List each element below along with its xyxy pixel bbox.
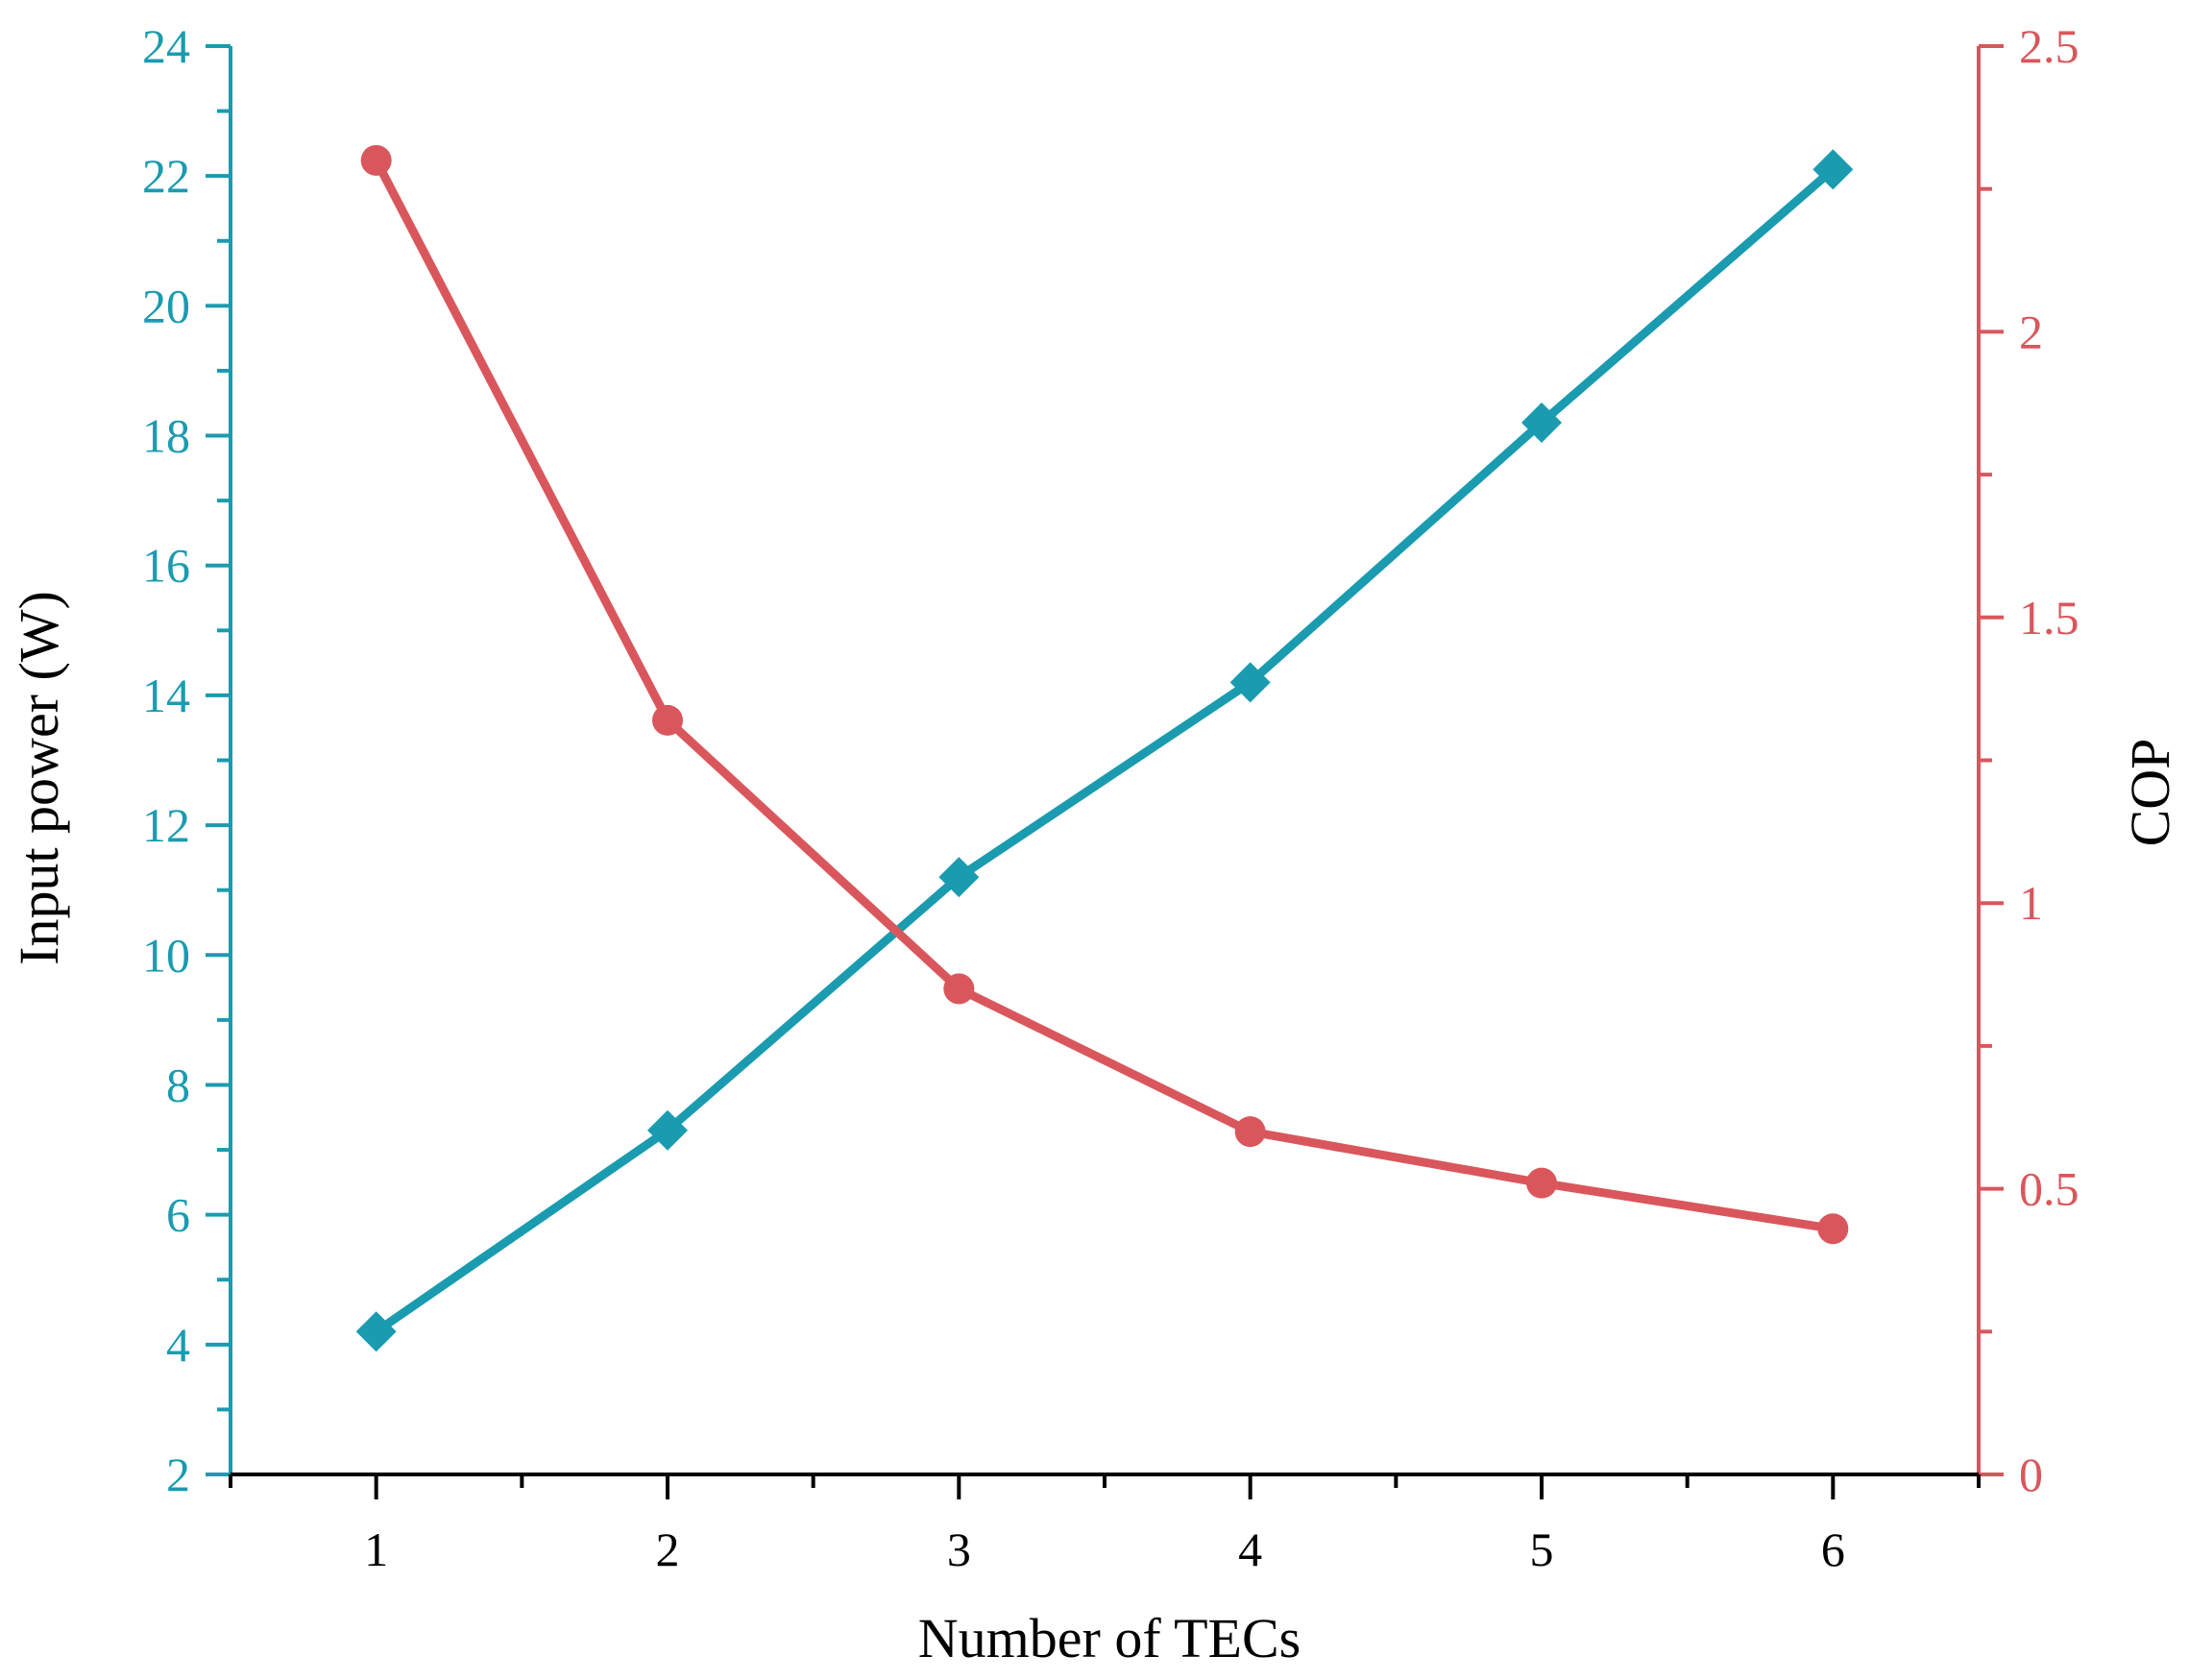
left-y-tick-label: 14: [142, 669, 190, 722]
x-tick-label: 4: [1238, 1522, 1262, 1576]
x-tick-label: 6: [1821, 1522, 1845, 1576]
left-y-tick-label: 22: [142, 149, 190, 203]
right-y-tick-label: 2.5: [2019, 19, 2080, 73]
right-y-tick-label: 0: [2019, 1448, 2043, 1501]
cop-data-point: [1234, 1116, 1266, 1148]
input-power-data-point: [1812, 149, 1854, 190]
left-y-axis-title: Input power (W): [8, 591, 70, 965]
left-y-tick-label: 24: [142, 19, 190, 73]
left-y-tick-label: 18: [142, 409, 190, 463]
left-y-tick-label: 20: [142, 279, 190, 332]
cop-series-line: [372, 156, 1837, 1233]
left-y-tick-label: 4: [166, 1318, 190, 1372]
x-axis-title: Number of TECs: [918, 1607, 1301, 1669]
left-y-tick-label: 6: [166, 1188, 190, 1242]
right-y-axis-title: COP: [2119, 739, 2181, 847]
cop-data-point: [1817, 1213, 1849, 1245]
left-y-tick-label: 16: [142, 539, 190, 593]
input-power-data-point: [1229, 662, 1271, 703]
series-group: [355, 144, 1854, 1352]
cop-data-point: [943, 973, 975, 1005]
left-y-tick-label: 12: [142, 798, 190, 852]
input-power-series-line: [372, 164, 1837, 1336]
cop-data-point: [1526, 1167, 1557, 1199]
left-y-tick-label: 8: [166, 1058, 190, 1111]
right-y-tick-label: 1: [2019, 876, 2043, 930]
input-power-data-point: [1521, 402, 1562, 444]
cop-data-point: [360, 144, 392, 176]
right-y-tick-label: 0.5: [2019, 1162, 2080, 1216]
cop-data-point: [652, 704, 683, 736]
right-y-tick-label: 1.5: [2019, 591, 2080, 645]
input-power-data-point: [938, 857, 980, 898]
left-y-tick-label: 10: [142, 928, 190, 982]
axes-group: [229, 46, 1981, 1476]
x-tick-label: 5: [1530, 1522, 1554, 1576]
right-y-tick-label: 2: [2019, 304, 2043, 358]
x-tick-label: 2: [656, 1522, 680, 1576]
input-power-data-point: [355, 1311, 397, 1352]
x-tick-label: 3: [947, 1522, 971, 1576]
input-power-data-point: [647, 1109, 688, 1151]
x-tick-label: 1: [364, 1522, 388, 1576]
left-y-tick-label: 2: [166, 1448, 190, 1501]
